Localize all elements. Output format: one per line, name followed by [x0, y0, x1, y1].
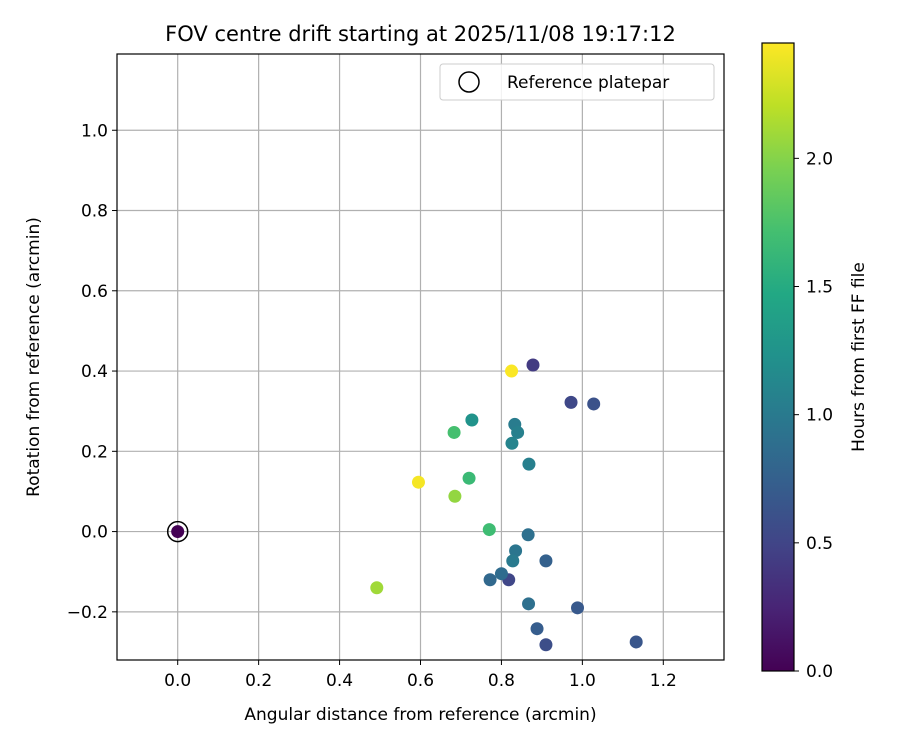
colorbar-tick-label: 0.5 [806, 534, 833, 554]
x-tick-label: 1.0 [569, 671, 596, 691]
data-point [482, 523, 496, 537]
data-point [505, 364, 519, 378]
data-points [166, 358, 643, 652]
y-tick-label: 0.2 [81, 442, 108, 462]
x-axis-label: Angular distance from reference (arcmin) [244, 705, 596, 725]
legend-box [439, 63, 715, 101]
colorbar-ticks: 0.0 0.5 1.0 1.5 2.0 [794, 149, 833, 682]
y-axis-label: Rotation from reference (arcmin) [24, 217, 44, 497]
y-axis-ticks: −0.2 0.0 0.2 0.4 0.6 0.8 1.0 [67, 121, 117, 623]
data-point [447, 425, 461, 439]
chart-title: FOV centre drift starting at 2025/11/08 … [165, 22, 676, 46]
x-tick-label: 0.8 [488, 671, 515, 691]
data-point [564, 395, 578, 409]
x-tick-label: 0.4 [326, 671, 353, 691]
grid-lines [117, 54, 724, 660]
data-point [506, 554, 520, 568]
data-point [522, 597, 536, 611]
data-point [465, 413, 479, 427]
colorbar-tick-label: 1.5 [806, 278, 833, 298]
data-point [448, 489, 462, 503]
reference-point [171, 525, 185, 539]
data-point [505, 436, 519, 450]
colorbar-tick-label: 1.0 [806, 406, 833, 426]
data-point [370, 581, 384, 595]
y-tick-label: 1.0 [81, 121, 108, 141]
colorbar [761, 42, 795, 672]
y-tick-label: 0.6 [81, 282, 108, 302]
x-tick-label: 1.2 [650, 671, 677, 691]
data-point [509, 544, 523, 558]
data-point [511, 425, 525, 439]
data-point [411, 475, 425, 489]
colorbar-tick-label: 2.0 [806, 149, 833, 169]
data-point [494, 567, 508, 581]
x-axis-ticks: 0.0 0.2 0.4 0.6 0.8 1.0 1.2 [164, 660, 677, 691]
y-tick-label: −0.2 [67, 603, 108, 623]
data-point [539, 638, 553, 652]
colorbar-label: Hours from first FF file [849, 262, 869, 452]
y-tick-label: 0.4 [81, 362, 108, 382]
data-point [539, 554, 553, 568]
data-point [530, 622, 544, 636]
legend: Reference platepar [439, 63, 715, 101]
legend-label: Reference platepar [507, 73, 669, 93]
data-point [526, 358, 540, 372]
data-point [521, 528, 535, 542]
colorbar-tick-label: 0.0 [806, 662, 833, 682]
y-tick-label: 0.8 [81, 202, 108, 222]
x-tick-label: 0.0 [164, 671, 191, 691]
data-point [629, 635, 643, 649]
data-point [462, 471, 476, 485]
y-tick-label: 0.0 [81, 523, 108, 543]
data-point [483, 573, 497, 587]
data-point [522, 457, 536, 471]
legend-reference-marker [458, 71, 480, 93]
x-tick-label: 0.2 [245, 671, 272, 691]
x-tick-label: 0.6 [407, 671, 434, 691]
data-point [587, 397, 601, 411]
reference-platepar-marker [166, 520, 189, 543]
data-point [571, 601, 585, 615]
